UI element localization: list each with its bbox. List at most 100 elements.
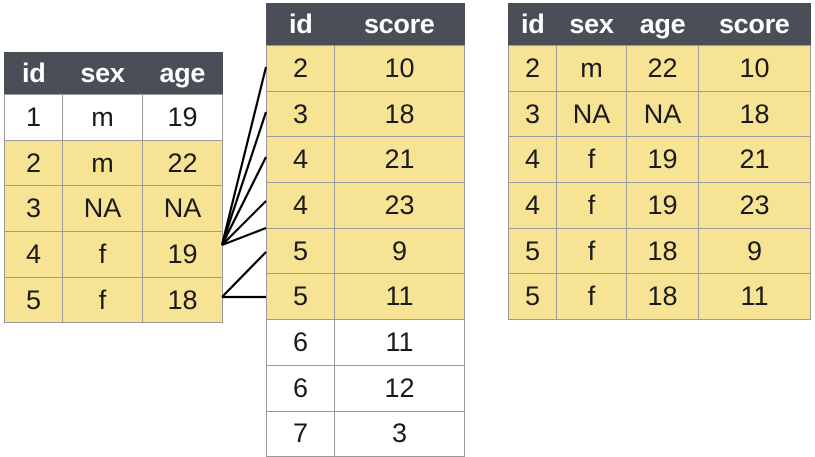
cell-sex: NA — [62, 185, 143, 233]
cell-sex: m — [62, 94, 143, 141]
left-table-header: id sex age — [4, 52, 223, 95]
table-row: 5 11 — [266, 273, 465, 321]
table-row: 7 3 — [266, 410, 465, 457]
cell-score: 11 — [334, 273, 465, 321]
table-row: 6 12 — [266, 364, 465, 412]
connector-row4b — [221, 200, 267, 246]
table-row: 2 m 22 — [4, 139, 223, 187]
cell-sex: f — [556, 273, 627, 321]
table-row: 5 f 18 11 — [508, 273, 811, 321]
table-row: 4 21 — [266, 136, 465, 184]
cell-id: 4 — [508, 182, 557, 229]
connector-row5a — [221, 226, 267, 247]
table-header-row: id sex age — [4, 52, 223, 95]
cell-score: 23 — [334, 182, 465, 229]
cell-score: 9 — [698, 227, 811, 275]
connector-row5b-diagonal — [221, 251, 267, 298]
cell-age: 18 — [626, 273, 699, 321]
table-row: 5 9 — [266, 227, 465, 275]
table-row: 1 m 19 — [4, 94, 223, 141]
cell-age: 18 — [142, 276, 223, 324]
cell-id: 4 — [508, 136, 557, 184]
column-header-id: id — [266, 3, 335, 46]
column-header-sex: sex — [556, 3, 627, 46]
cell-id: 4 — [266, 182, 335, 229]
middle-table-grid: id score 2 10 3 18 4 21 4 23 5 9 — [266, 3, 465, 457]
cell-age: NA — [626, 90, 699, 138]
cell-id: 2 — [266, 45, 335, 92]
result-table: id sex age score 2 m 22 10 3 NA NA 18 4 … — [508, 3, 811, 321]
cell-sex: m — [556, 45, 627, 92]
cell-id: 3 — [508, 90, 557, 138]
cell-score: 21 — [334, 136, 465, 184]
cell-id: 2 — [508, 45, 557, 92]
cell-age: 19 — [142, 94, 223, 141]
result-table-header: id sex age score — [508, 3, 811, 46]
connector-row2 — [220, 66, 268, 246]
table-row: 4 f 19 — [4, 231, 223, 278]
table-row: 4 23 — [266, 182, 465, 229]
cell-id: 1 — [4, 94, 63, 141]
cell-score: 18 — [698, 90, 811, 138]
cell-id: 5 — [508, 227, 557, 275]
middle-table-header: id score — [266, 3, 465, 46]
table-header-row: id score — [266, 3, 465, 46]
table-header-row: id sex age score — [508, 3, 811, 46]
cell-score: 21 — [698, 136, 811, 184]
table-row: 4 f 19 21 — [508, 136, 811, 184]
table-row: 6 11 — [266, 319, 465, 366]
cell-id: 7 — [266, 410, 335, 457]
table-row: 4 f 19 23 — [508, 182, 811, 229]
cell-age: 22 — [626, 45, 699, 92]
column-header-sex: sex — [62, 52, 143, 95]
cell-score: 18 — [334, 90, 465, 138]
cell-id: 6 — [266, 319, 335, 366]
connector-row3 — [220, 111, 268, 246]
cell-id: 6 — [266, 364, 335, 412]
cell-score: 10 — [334, 45, 465, 92]
column-header-score: score — [334, 3, 465, 46]
result-table-grid: id sex age score 2 m 22 10 3 NA NA 18 4 … — [508, 3, 811, 321]
cell-id: 5 — [4, 276, 63, 324]
cell-age: 18 — [626, 227, 699, 275]
left-table-body: 1 m 19 2 m 22 3 NA NA 4 f 19 5 f — [4, 94, 223, 324]
column-header-age: age — [142, 52, 223, 95]
cell-id: 5 — [508, 273, 557, 321]
cell-id: 4 — [4, 231, 63, 278]
table-row: 5 f 18 — [4, 276, 223, 324]
cell-sex: NA — [556, 90, 627, 138]
cell-age: 22 — [142, 139, 223, 187]
cell-score: 11 — [334, 319, 465, 366]
cell-sex: f — [556, 182, 627, 229]
cell-age: 19 — [626, 136, 699, 184]
cell-id: 3 — [266, 90, 335, 138]
table-row: 3 NA NA 18 — [508, 90, 811, 138]
table-row: 2 m 22 10 — [508, 45, 811, 92]
cell-id: 2 — [4, 139, 63, 187]
cell-sex: f — [556, 227, 627, 275]
cell-id: 5 — [266, 227, 335, 275]
cell-age: NA — [142, 185, 223, 233]
cell-id: 4 — [266, 136, 335, 184]
table-row: 3 18 — [266, 90, 465, 138]
column-header-age: age — [626, 3, 699, 46]
table-row: 5 f 18 9 — [508, 227, 811, 275]
cell-sex: m — [62, 139, 143, 187]
cell-score: 23 — [698, 182, 811, 229]
connector-row4a — [221, 156, 267, 246]
middle-table-body: 2 10 3 18 4 21 4 23 5 9 5 11 — [266, 45, 465, 457]
column-header-id: id — [4, 52, 63, 95]
cell-score: 3 — [334, 410, 465, 457]
left-table-grid: id sex age 1 m 19 2 m 22 3 NA NA 4 — [4, 52, 223, 324]
table-row: 3 NA NA — [4, 185, 223, 233]
result-table-body: 2 m 22 10 3 NA NA 18 4 f 19 21 4 f 19 — [508, 45, 811, 321]
cell-id: 3 — [4, 185, 63, 233]
column-header-score: score — [698, 3, 811, 46]
cell-age: 19 — [626, 182, 699, 229]
cell-age: 19 — [142, 231, 223, 278]
cell-score: 12 — [334, 364, 465, 412]
middle-table: id score 2 10 3 18 4 21 4 23 5 9 — [266, 3, 465, 457]
cell-score: 9 — [334, 227, 465, 275]
cell-sex: f — [62, 231, 143, 278]
left-table: id sex age 1 m 19 2 m 22 3 NA NA 4 — [4, 52, 223, 324]
